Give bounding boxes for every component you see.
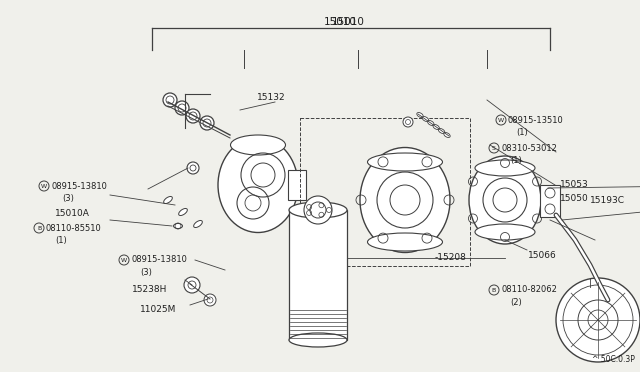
Circle shape [184,277,200,293]
Ellipse shape [589,283,595,286]
Ellipse shape [428,121,434,125]
Circle shape [556,278,640,362]
Ellipse shape [433,125,440,129]
Ellipse shape [444,132,450,138]
Text: (1): (1) [55,235,67,244]
Ellipse shape [289,333,347,347]
Text: W: W [121,257,127,263]
Text: 08310-53012: 08310-53012 [501,144,557,153]
Ellipse shape [589,289,595,292]
Ellipse shape [218,138,298,232]
Text: 15010: 15010 [324,17,356,27]
Text: ^ 50C.0.3P: ^ 50C.0.3P [592,356,635,365]
Text: 15238H: 15238H [132,285,168,295]
Text: 08110-85510: 08110-85510 [46,224,102,232]
Text: 15050: 15050 [560,193,589,202]
Ellipse shape [475,224,535,240]
Text: (3): (3) [140,267,152,276]
Text: (2): (2) [510,298,522,308]
Circle shape [578,300,618,340]
Ellipse shape [438,129,445,134]
Text: 11025M: 11025M [140,305,177,314]
Circle shape [163,93,177,107]
Ellipse shape [164,196,172,203]
Text: 15053: 15053 [560,180,589,189]
Ellipse shape [469,156,541,244]
Ellipse shape [422,116,429,122]
Ellipse shape [589,294,595,296]
Ellipse shape [367,233,442,251]
Bar [300,118,470,266]
Text: -15208: -15208 [435,253,467,263]
Ellipse shape [589,304,595,307]
Ellipse shape [589,298,595,301]
Text: B: B [37,225,41,231]
Ellipse shape [417,113,423,118]
Text: 15193C: 15193C [590,196,625,205]
Ellipse shape [475,160,535,176]
Ellipse shape [194,221,202,228]
Bar [289,210,347,340]
Circle shape [304,196,332,224]
Circle shape [187,162,199,174]
Circle shape [403,117,413,127]
Circle shape [175,101,189,115]
Text: W: W [41,183,47,189]
Ellipse shape [360,148,450,253]
Circle shape [204,294,216,306]
Text: 15010A: 15010A [55,208,90,218]
Text: S: S [492,145,496,151]
Ellipse shape [289,202,347,218]
Text: 08915-13510: 08915-13510 [508,115,564,125]
Text: (1): (1) [510,155,522,164]
Circle shape [186,109,200,123]
Text: 08915-13810: 08915-13810 [51,182,107,190]
Bar [540,185,560,217]
Ellipse shape [173,224,182,228]
Text: 15132: 15132 [257,93,285,102]
Text: B: B [492,288,496,292]
Text: 08915-13810: 08915-13810 [131,256,187,264]
Bar [288,170,306,200]
Text: (3): (3) [62,193,74,202]
Circle shape [200,116,214,130]
Circle shape [310,202,326,218]
Ellipse shape [367,153,442,171]
Ellipse shape [179,208,188,215]
Text: 08110-82062: 08110-82062 [501,285,557,295]
Ellipse shape [230,135,285,155]
Text: 15066: 15066 [528,250,557,260]
Text: 15010: 15010 [332,17,364,27]
Text: (1): (1) [516,128,528,137]
Text: W: W [498,118,504,122]
